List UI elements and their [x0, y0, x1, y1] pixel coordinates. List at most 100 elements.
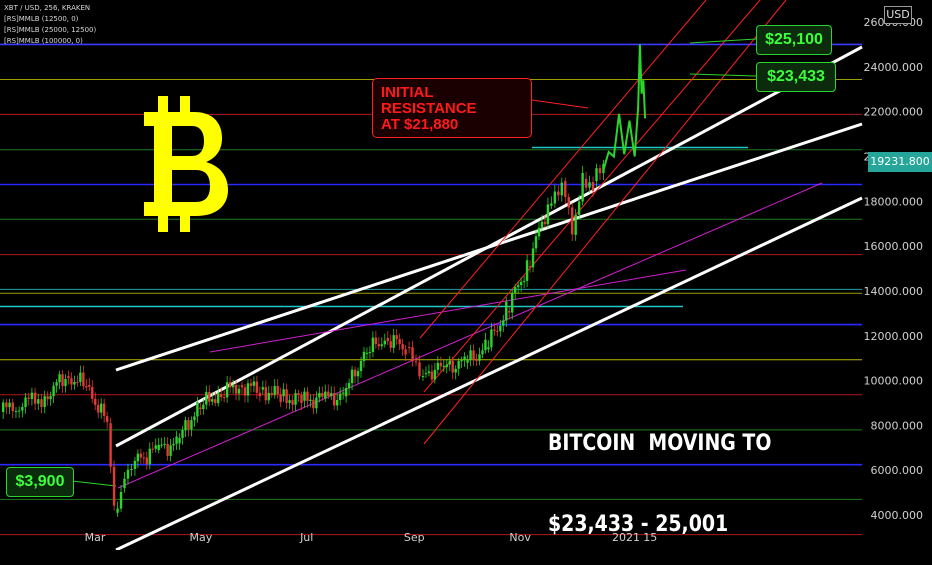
candle-body-136	[415, 361, 417, 362]
candle-body-4	[15, 411, 17, 412]
candle-body-162	[493, 330, 495, 331]
candle-body-156	[475, 360, 477, 361]
candle-body-144	[440, 363, 442, 366]
candle-body-73	[226, 382, 228, 397]
candle-body-3	[12, 403, 14, 411]
candle-body-50	[158, 445, 160, 450]
candle-body-64	[199, 407, 201, 409]
candle-body-125	[381, 344, 383, 346]
candle-body-139	[425, 373, 427, 374]
candle-body-97	[297, 393, 299, 395]
candle-body-194	[595, 168, 597, 181]
candle-body-104	[318, 393, 320, 397]
indicator-3-label[interactable]: [RS]MMLB (100000, 0)	[4, 37, 83, 46]
candle-body-5	[18, 411, 20, 412]
candle-body-70	[217, 393, 219, 403]
candle-body-122	[372, 338, 374, 352]
candle-body-130	[395, 335, 397, 339]
candle-body-147	[449, 361, 451, 365]
candle-body-131	[398, 339, 400, 344]
candle-body-58	[181, 430, 183, 438]
currency-button[interactable]: USD	[884, 6, 912, 24]
candle-body-112	[342, 393, 344, 394]
candle-body-11	[37, 399, 39, 404]
candle-body-99	[303, 392, 305, 401]
x-tick-label-2: Jul	[299, 531, 313, 544]
candle-body-24	[76, 382, 78, 383]
candle-body-172	[523, 281, 525, 282]
y-tick-label-8: 10000.000	[864, 375, 924, 388]
high-price-callout[interactable]: $25,100	[756, 25, 832, 55]
candle-body-177	[538, 228, 540, 236]
candle-body-35	[109, 423, 111, 467]
candle-body-158	[481, 350, 483, 354]
candle-body-14	[46, 396, 48, 399]
candle-body-20	[64, 379, 66, 386]
candle-body-182	[554, 192, 556, 204]
resistance-callout[interactable]: INITIAL RESISTANCE AT $21,880	[372, 78, 532, 138]
candle-body-117	[357, 371, 359, 376]
candle-body-61	[190, 420, 192, 429]
x-tick-label-4: Nov	[509, 531, 531, 544]
headline-text: BITCOIN MOVING TO $23,433 - 25,001	[548, 376, 771, 565]
x-tick-label-0: Mar	[85, 531, 106, 544]
candle-body-167	[508, 311, 510, 312]
candle-body-34	[106, 416, 108, 422]
candle-body-62	[193, 416, 195, 420]
candle-body-19	[61, 374, 63, 386]
indicator-2-label[interactable]: [RS]MMLB (25000, 12500)	[4, 26, 96, 35]
candle-body-40	[127, 470, 129, 479]
candle-body-186	[568, 197, 570, 207]
headline-line-2: $23,433 - 25,001	[548, 511, 771, 538]
candle-body-98	[300, 395, 302, 403]
candle-body-31	[97, 405, 99, 413]
candle-body-59	[184, 420, 186, 430]
y-tick-label-9: 8000.000	[871, 419, 924, 432]
candle-body-114	[348, 383, 350, 388]
y-tick-label-11: 4000.000	[871, 509, 924, 522]
candle-body-187	[571, 207, 573, 234]
y-tick-label-7: 12000.000	[864, 330, 924, 343]
y-axis[interactable]: 26000.00024000.00022000.00020000.0001800…	[864, 0, 932, 550]
candle-body-129	[393, 335, 395, 348]
candle-body-126	[384, 341, 386, 345]
x-tick-label-1: May	[189, 531, 212, 544]
candle-body-189	[578, 202, 580, 215]
candle-body-118	[360, 361, 362, 371]
candle-body-188	[574, 215, 576, 235]
resistance-callout-line-1: INITIAL	[381, 85, 523, 101]
candle-body-80	[247, 383, 249, 395]
candle-body-32	[100, 404, 102, 413]
candle-body-113	[345, 388, 347, 396]
low-price-callout[interactable]: $3,900	[6, 467, 74, 497]
candle-body-106	[324, 392, 326, 399]
candle-body-86	[265, 387, 267, 400]
candle-body-30	[94, 399, 96, 405]
candle-body-140	[428, 371, 430, 373]
candle-body-109	[333, 393, 335, 405]
candle-body-38	[120, 492, 122, 509]
candle-body-103	[315, 398, 317, 409]
candle-body-90	[277, 386, 279, 394]
target-price-callout[interactable]: $23,433	[756, 62, 836, 92]
candle-body-149	[454, 369, 456, 373]
y-tick-label-2: 22000.000	[864, 106, 924, 119]
candle-body-79	[244, 387, 246, 395]
candle-body-88	[271, 393, 273, 395]
candle-body-165	[502, 320, 504, 325]
candle-body-8	[28, 397, 30, 398]
candle-body-121	[369, 352, 371, 353]
candle-body-72	[223, 397, 225, 398]
symbol-line[interactable]: XBT / USD, 256, KRAKEN	[4, 4, 90, 13]
candle-body-69	[214, 399, 216, 403]
indicator-1-label[interactable]: [RS]MMLB (12500, 0)	[4, 15, 78, 24]
candle-body-191	[585, 179, 587, 188]
candle-body-94	[288, 400, 290, 403]
y-tick-label-5: 16000.000	[864, 240, 924, 253]
candle-body-105	[321, 393, 323, 397]
candle-body-78	[241, 385, 243, 387]
y-tick-label-10: 6000.000	[871, 464, 924, 477]
candle-body-185	[564, 181, 566, 197]
candle-body-28	[88, 385, 90, 387]
candle-body-85	[262, 387, 264, 389]
